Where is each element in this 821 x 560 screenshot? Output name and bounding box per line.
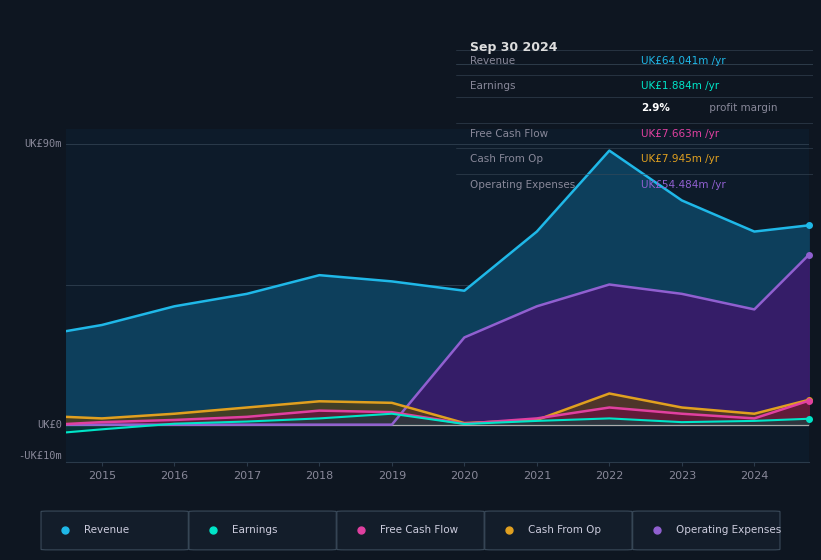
Text: UK£0: UK£0 xyxy=(37,419,62,430)
Text: -UK£10m: -UK£10m xyxy=(18,451,62,461)
Text: UK£1.884m /yr: UK£1.884m /yr xyxy=(641,81,719,91)
FancyBboxPatch shape xyxy=(633,511,780,550)
FancyBboxPatch shape xyxy=(484,511,632,550)
FancyBboxPatch shape xyxy=(337,511,484,550)
Text: profit margin: profit margin xyxy=(706,103,777,113)
Text: Earnings: Earnings xyxy=(470,81,516,91)
Text: UK£7.663m /yr: UK£7.663m /yr xyxy=(641,129,719,138)
Text: Operating Expenses: Operating Expenses xyxy=(470,180,576,189)
Text: Sep 30 2024: Sep 30 2024 xyxy=(470,41,557,54)
Text: Cash From Op: Cash From Op xyxy=(528,525,601,535)
Text: UK£90m: UK£90m xyxy=(25,139,62,150)
Text: Operating Expenses: Operating Expenses xyxy=(676,525,781,535)
Text: Free Cash Flow: Free Cash Flow xyxy=(470,129,548,138)
Text: UK£7.945m /yr: UK£7.945m /yr xyxy=(641,154,719,164)
FancyBboxPatch shape xyxy=(41,511,188,550)
Text: Revenue: Revenue xyxy=(84,525,129,535)
Text: Cash From Op: Cash From Op xyxy=(470,154,543,164)
Text: UK£54.484m /yr: UK£54.484m /yr xyxy=(641,180,726,189)
Text: Earnings: Earnings xyxy=(232,525,277,535)
FancyBboxPatch shape xyxy=(189,511,337,550)
Text: Free Cash Flow: Free Cash Flow xyxy=(380,525,458,535)
Text: Revenue: Revenue xyxy=(470,56,515,66)
Text: UK£64.041m /yr: UK£64.041m /yr xyxy=(641,56,726,66)
Text: 2.9%: 2.9% xyxy=(641,103,670,113)
